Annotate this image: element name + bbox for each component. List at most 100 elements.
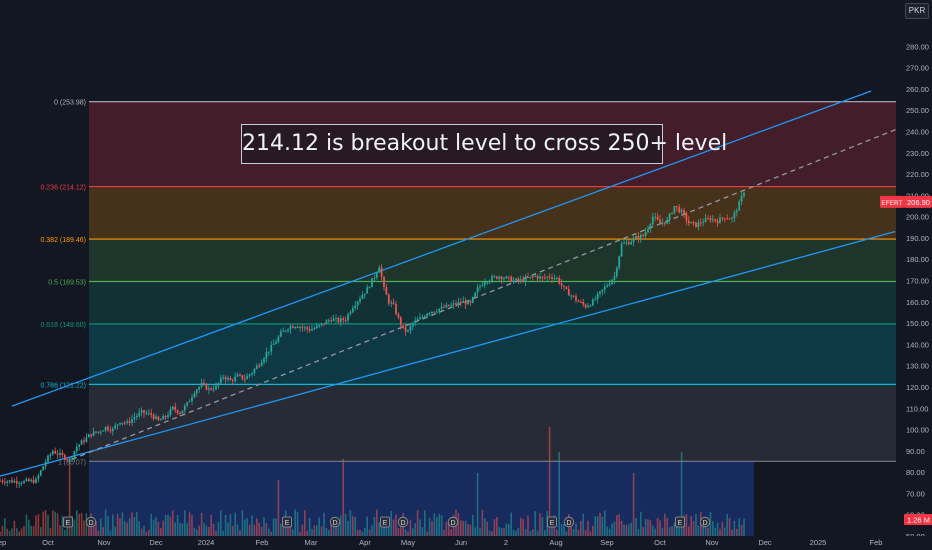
candle-body (239, 374, 241, 376)
volume-bar (649, 520, 652, 536)
volume-bar (323, 512, 325, 536)
volume-bar (527, 515, 529, 536)
price-tick-label: 100.00 (906, 426, 929, 435)
candle-body (375, 272, 378, 278)
candle-body (721, 217, 724, 219)
event-marker-label: D (88, 520, 93, 527)
volume-bar (668, 527, 671, 536)
time-tick-label: Apr (359, 538, 371, 547)
candle-body (205, 384, 208, 390)
volume-bar (541, 517, 544, 536)
candle-body (591, 299, 594, 306)
volume-bar (208, 527, 210, 536)
volume-bar (56, 513, 59, 536)
volume-bar (95, 520, 97, 536)
volume-bar (328, 530, 330, 536)
earnings-marker (380, 516, 390, 528)
price-tick-label: 210.00 (906, 191, 929, 200)
volume-bar (688, 526, 690, 536)
volume-bar (205, 525, 208, 536)
volume-bar (407, 531, 409, 536)
candle-body (359, 298, 361, 302)
volume-bar (409, 519, 412, 536)
candle-body (301, 327, 304, 329)
volume-bar (630, 522, 632, 536)
volume-badge (904, 514, 932, 525)
volume-bar (448, 520, 450, 536)
candle-body (476, 287, 479, 293)
candle-body (563, 285, 565, 287)
annotation-textbox[interactable]: 214.12 is breakout level to cross 250+ l… (241, 124, 727, 164)
volume-bar (361, 531, 364, 536)
volume-bar (587, 520, 589, 536)
volume-bar (659, 520, 661, 536)
volume-bar (251, 515, 253, 536)
volume-bar (661, 528, 664, 536)
price-axis: 280.00 270.00 260.00 250.00 240.00 230.00 220.… (880, 0, 932, 550)
candle-body (78, 444, 81, 447)
volume-bar (232, 525, 234, 536)
fib-level-label: 0.236 (214.12) (40, 185, 86, 192)
volume-bar (460, 520, 462, 536)
currency-label: PKR (905, 3, 929, 19)
volume-bar (330, 524, 332, 536)
volume-bar (623, 524, 625, 536)
volume-bar (697, 525, 700, 536)
candle-body (515, 278, 517, 281)
volume-bar (347, 520, 349, 536)
candle-body (243, 378, 246, 380)
volume-bar (73, 519, 76, 536)
last-price-text: 206.90 (907, 198, 930, 207)
volume-bar (719, 528, 721, 536)
volume-bar (265, 523, 268, 536)
volume-bar (613, 521, 616, 536)
volume-bar (371, 525, 373, 536)
volume-bar (92, 525, 95, 536)
volume-bar (42, 511, 44, 536)
candle-body (553, 278, 556, 280)
candle-body (495, 276, 498, 279)
volume-bar (498, 527, 500, 536)
candle-body (344, 319, 347, 321)
candle-body (697, 222, 700, 227)
volume-bar (210, 514, 212, 536)
candle-body (143, 410, 145, 414)
candle-body (707, 218, 709, 220)
candle-body (711, 219, 714, 221)
volume-bar (515, 530, 517, 536)
volume-bar (28, 519, 30, 536)
volume-bar (164, 514, 167, 536)
candle-body (627, 242, 630, 245)
candle-body (217, 383, 220, 386)
candle-body (18, 483, 21, 485)
volume-bar (227, 522, 229, 536)
volume-bar (517, 527, 520, 536)
candle-body (613, 276, 616, 280)
price-tick-label: 130.00 (906, 362, 929, 371)
volume-bar (344, 513, 347, 536)
candle-body (507, 276, 510, 278)
volume-bar (640, 511, 642, 536)
volume-bar (625, 524, 628, 536)
candle-body (32, 479, 35, 483)
candle-body (8, 480, 11, 482)
candle-body (416, 319, 419, 321)
candle-body (20, 483, 23, 485)
volume-bar (366, 516, 368, 536)
candle-body (671, 212, 673, 214)
volume-bar (575, 523, 577, 536)
candle-body (236, 374, 239, 377)
volume-bar (167, 514, 169, 536)
price-tick-label: 160.00 (906, 298, 929, 307)
volume-bar (666, 517, 668, 536)
volume-bar (635, 518, 637, 536)
volume-bar (488, 530, 491, 536)
candle-body (541, 276, 544, 278)
volume-bar (644, 518, 647, 536)
candle-body (193, 393, 196, 398)
candle-body (594, 299, 597, 301)
volume-bar (138, 521, 140, 536)
volume-bar (248, 524, 251, 536)
volume-bar (611, 523, 613, 536)
